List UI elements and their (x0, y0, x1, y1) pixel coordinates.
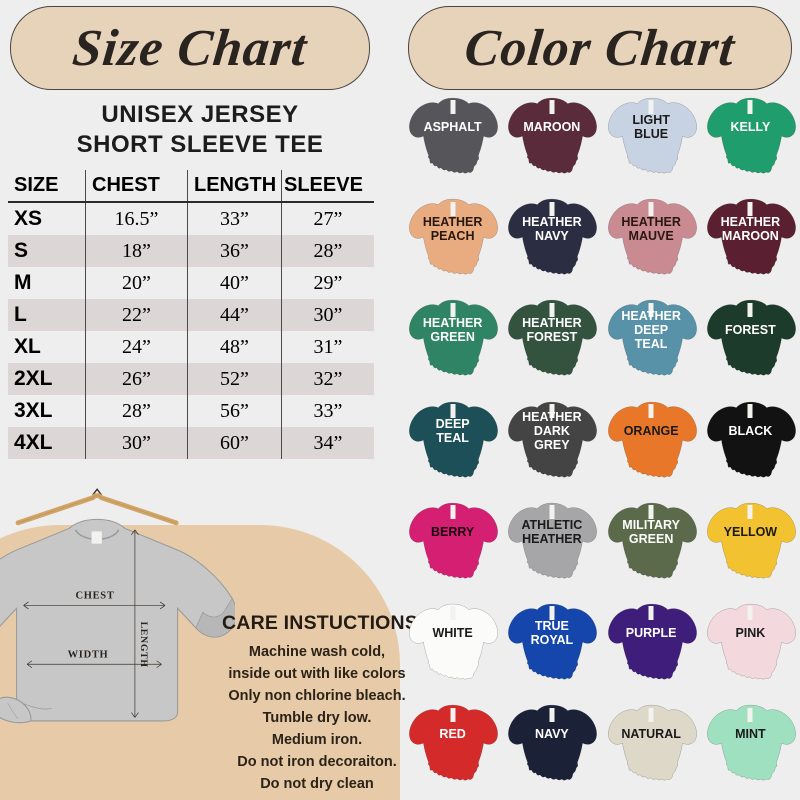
svg-text:WIDTH: WIDTH (68, 649, 109, 660)
svg-text:LENGTH: LENGTH (138, 622, 149, 668)
svg-text:CHEST: CHEST (75, 590, 114, 601)
